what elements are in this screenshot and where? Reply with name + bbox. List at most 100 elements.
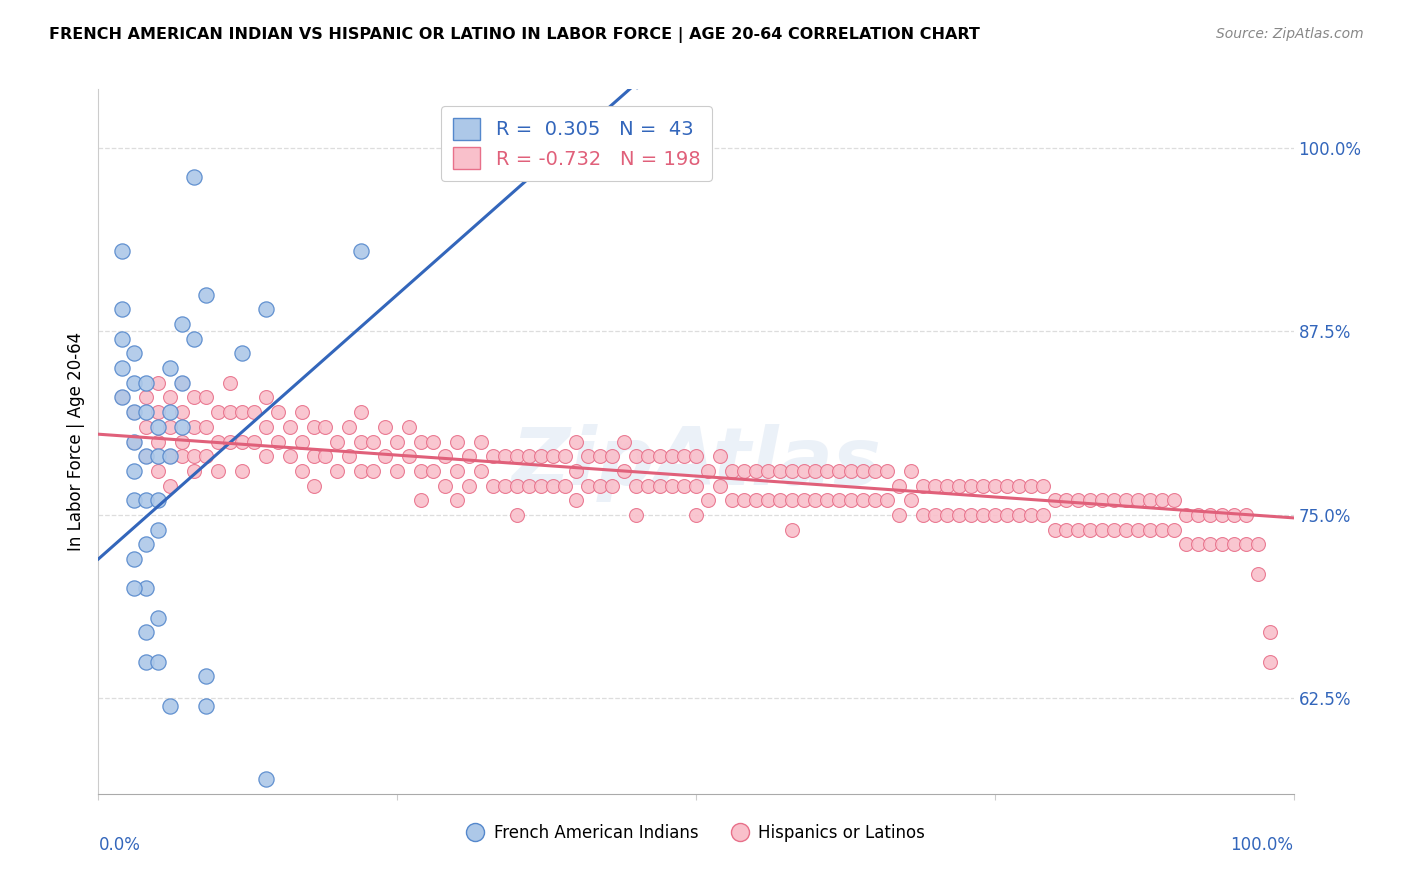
- Text: ZipAtlas: ZipAtlas: [510, 424, 882, 501]
- Point: [243, 434, 266, 449]
- Point: [291, 434, 314, 449]
- Point: [326, 434, 349, 449]
- Point: [291, 464, 314, 478]
- Point: [219, 405, 242, 419]
- Point: [124, 434, 146, 449]
- Point: [398, 449, 420, 463]
- Point: [135, 420, 157, 434]
- Point: [1211, 508, 1233, 522]
- Point: [756, 493, 779, 508]
- Point: [756, 464, 779, 478]
- Point: [159, 449, 181, 463]
- Point: [172, 376, 194, 390]
- Point: [984, 478, 1007, 492]
- Point: [506, 478, 529, 492]
- Point: [733, 493, 755, 508]
- Point: [1223, 537, 1246, 551]
- Point: [1247, 537, 1270, 551]
- Point: [804, 464, 827, 478]
- Point: [876, 493, 898, 508]
- Point: [135, 376, 157, 390]
- Point: [124, 434, 146, 449]
- Point: [231, 346, 253, 360]
- Point: [159, 478, 181, 492]
- Point: [613, 464, 636, 478]
- Point: [602, 478, 624, 492]
- Point: [148, 611, 170, 625]
- Point: [183, 464, 205, 478]
- Point: [446, 464, 468, 478]
- Point: [207, 434, 229, 449]
- Point: [124, 405, 146, 419]
- Point: [936, 478, 959, 492]
- Point: [350, 464, 373, 478]
- Point: [315, 449, 337, 463]
- Point: [1247, 566, 1270, 581]
- Point: [302, 420, 325, 434]
- Point: [1067, 523, 1090, 537]
- Point: [231, 405, 253, 419]
- Point: [148, 655, 170, 669]
- Point: [1104, 523, 1126, 537]
- Point: [578, 478, 600, 492]
- Point: [481, 478, 505, 492]
- Point: [1152, 523, 1174, 537]
- Point: [900, 493, 922, 508]
- Point: [530, 449, 553, 463]
- Point: [721, 464, 744, 478]
- Point: [148, 420, 170, 434]
- Point: [1056, 523, 1078, 537]
- Point: [243, 405, 266, 419]
- Point: [135, 625, 157, 640]
- Point: [1080, 523, 1102, 537]
- Point: [804, 493, 827, 508]
- Point: [172, 317, 194, 331]
- Point: [172, 434, 194, 449]
- Point: [841, 493, 863, 508]
- Point: [135, 582, 157, 596]
- Point: [815, 464, 838, 478]
- Point: [278, 420, 301, 434]
- Point: [876, 464, 898, 478]
- Point: [159, 391, 181, 405]
- Point: [172, 405, 194, 419]
- Point: [793, 493, 815, 508]
- Point: [793, 464, 815, 478]
- Point: [135, 493, 157, 508]
- Point: [911, 508, 934, 522]
- Point: [135, 405, 157, 419]
- Point: [648, 449, 672, 463]
- Point: [231, 464, 253, 478]
- Point: [517, 478, 540, 492]
- Point: [481, 449, 505, 463]
- Point: [697, 464, 720, 478]
- Point: [183, 391, 205, 405]
- Point: [1080, 493, 1102, 508]
- Point: [124, 376, 146, 390]
- Point: [1115, 493, 1137, 508]
- Point: [960, 478, 983, 492]
- Point: [254, 391, 277, 405]
- Point: [159, 698, 181, 713]
- Point: [626, 478, 648, 492]
- Point: [183, 449, 205, 463]
- Point: [1043, 493, 1066, 508]
- Point: [865, 464, 887, 478]
- Point: [111, 244, 134, 258]
- Point: [924, 478, 946, 492]
- Point: [1187, 537, 1209, 551]
- Text: 0.0%: 0.0%: [98, 836, 141, 855]
- Point: [1019, 478, 1042, 492]
- Point: [1128, 523, 1150, 537]
- Point: [697, 493, 720, 508]
- Point: [422, 464, 444, 478]
- Point: [685, 478, 707, 492]
- Point: [124, 493, 146, 508]
- Text: 100.0%: 100.0%: [1230, 836, 1294, 855]
- Point: [195, 391, 218, 405]
- Point: [195, 449, 218, 463]
- Point: [411, 434, 433, 449]
- Point: [1163, 523, 1185, 537]
- Point: [685, 508, 707, 522]
- Point: [865, 493, 887, 508]
